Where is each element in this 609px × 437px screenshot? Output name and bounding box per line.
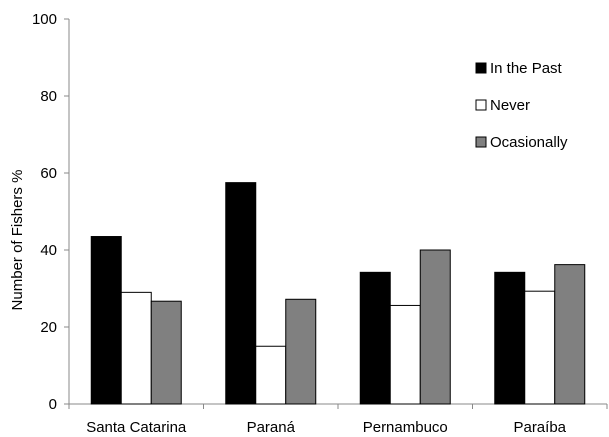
x-tick-label: Paraíba [513, 419, 566, 436]
bar-never-0 [120, 291, 152, 405]
bar-ocasionally-3 [554, 264, 586, 405]
x-tick-label: Paraná [247, 419, 296, 436]
x-tick-label: Santa Catarina [86, 419, 187, 436]
bar-ocasionally-2 [419, 249, 451, 405]
bars [90, 182, 586, 405]
bar-in-the-past-1 [225, 182, 257, 405]
bar-in-the-past-3 [494, 271, 526, 405]
y-axis: 0 20 40 60 80 100 [32, 11, 70, 413]
y-axis-title: Number of Fishers % [9, 170, 26, 311]
y-tick-label: 20 [40, 319, 57, 336]
y-tick-label: 100 [32, 11, 57, 28]
legend-label: Ocasionally [490, 134, 568, 151]
bar-never-1 [255, 345, 287, 405]
legend-swatch-never [475, 99, 487, 111]
x-axis: Santa Catarina Paraná Pernambuco Paraíba [68, 403, 608, 436]
x-tick-label: Pernambuco [363, 419, 448, 436]
bar-ocasionally-1 [285, 298, 317, 405]
bar-ocasionally-0 [150, 300, 182, 405]
legend-label: In the Past [490, 60, 563, 77]
bar-in-the-past-0 [90, 236, 122, 405]
y-tick-label: 60 [40, 165, 57, 182]
y-tick-label: 0 [49, 396, 57, 413]
legend-swatch-in-the-past [475, 62, 487, 74]
legend-label: Never [490, 97, 530, 114]
bar-never-3 [524, 290, 556, 405]
bar-never-2 [389, 304, 421, 405]
y-tick-label: 40 [40, 242, 57, 259]
legend-swatch-ocasionally [475, 136, 487, 148]
legend: In the Past Never Ocasionally [475, 60, 568, 151]
y-tick-label: 80 [40, 88, 57, 105]
bar-in-the-past-2 [359, 271, 391, 405]
